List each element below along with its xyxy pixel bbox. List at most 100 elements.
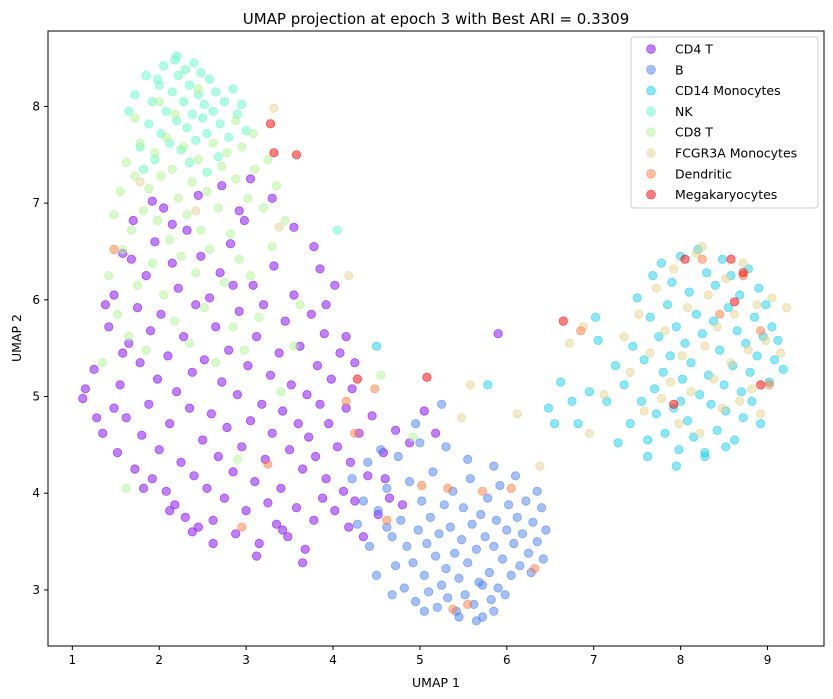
point-cd8-t: [167, 164, 177, 174]
point-fcgr3a-monocytes: [697, 242, 707, 252]
point-fcgr3a-monocytes: [703, 290, 714, 300]
point-fcgr3a-monocytes: [775, 348, 786, 358]
point-b: [489, 461, 499, 471]
point-b: [387, 532, 397, 542]
point-cd4-t: [141, 270, 151, 281]
point-fcgr3a-monocytes: [665, 377, 675, 387]
plot-frame: [47, 30, 825, 647]
point-cd8-t: [232, 454, 242, 464]
x-tick-label: 5: [416, 653, 424, 667]
point-cd14-monocytes: [654, 331, 664, 342]
point-nk: [191, 135, 201, 145]
point-b: [471, 616, 481, 626]
point-cd4-t: [289, 290, 299, 300]
point-nk: [219, 97, 229, 107]
point-fcgr3a-monocytes: [656, 393, 667, 404]
point-cd14-monocytes: [680, 338, 690, 348]
series-cd8-t: [98, 84, 418, 493]
point-cd8-t: [217, 161, 227, 171]
point-cd14-monocytes: [665, 351, 675, 361]
point-nk: [228, 84, 238, 94]
point-cd14-monocytes: [700, 451, 710, 462]
point-b: [396, 515, 406, 525]
legend-label: CD8 T: [675, 125, 713, 140]
point-cd4-t: [309, 515, 319, 525]
point-fcgr3a-monocytes: [712, 322, 722, 332]
point-b: [450, 548, 460, 558]
point-cd14-monocytes: [738, 413, 748, 423]
point-cd4-t: [180, 512, 190, 523]
point-dendritic: [697, 254, 707, 264]
point-b: [436, 399, 447, 409]
point-cd4-t: [341, 331, 351, 342]
point-nk: [224, 132, 234, 142]
point-megakaryocytes: [729, 297, 740, 307]
point-cd4-t: [112, 447, 123, 458]
point-cd8-t: [248, 128, 258, 139]
point-cd8-t: [109, 210, 119, 220]
point-cd4-t: [150, 237, 160, 247]
legend-marker: [646, 106, 656, 117]
point-cd14-monocytes: [710, 280, 721, 290]
point-fcgr3a-monocytes: [135, 177, 145, 187]
point-cd4-t: [277, 406, 288, 416]
point-cd14-monocytes: [684, 287, 694, 297]
point-cd8-t: [191, 268, 201, 278]
point-cd14-monocytes: [749, 312, 760, 322]
y-axis-ticks: 3 4 5 6 7 8: [32, 99, 48, 597]
point-cd4-t: [338, 486, 349, 496]
point-fcgr3a-monocytes: [645, 348, 655, 358]
point-b: [471, 544, 481, 554]
point-cd4-t: [263, 498, 273, 508]
point-cd4-t: [126, 254, 136, 264]
point-cd4-t: [213, 451, 223, 462]
point-dendritic: [463, 599, 473, 610]
point-fcgr3a-monocytes: [669, 264, 679, 274]
point-nk: [198, 113, 208, 123]
point-nk: [187, 109, 197, 119]
point-cd4-t: [315, 399, 325, 409]
point-cd4-t: [384, 493, 395, 503]
point-cd14-monocytes: [712, 425, 722, 435]
series-megakaryocytes: [265, 119, 766, 409]
point-cd14-monocytes: [371, 341, 382, 351]
point-cd4-t: [217, 377, 227, 387]
point-cd4-t: [250, 476, 260, 487]
point-dendritic: [764, 380, 774, 390]
scatter-points: [78, 51, 792, 626]
point-b: [417, 496, 427, 506]
point-cd4-t: [78, 393, 88, 404]
point-cd8-t: [165, 235, 175, 245]
point-nk: [144, 119, 154, 129]
point-cd4-t: [208, 538, 218, 549]
point-cd4-t: [315, 264, 325, 274]
point-fcgr3a-monocytes: [700, 341, 710, 351]
point-cd8-t: [271, 181, 282, 191]
point-cd4-t: [330, 280, 340, 290]
point-megakaryocytes: [680, 254, 690, 264]
point-b: [465, 474, 475, 484]
point-cd4-t: [172, 387, 182, 397]
point-cd4-t: [319, 329, 329, 339]
point-b: [402, 541, 412, 552]
point-cd4-t: [326, 374, 336, 384]
point-cd4-t: [92, 413, 102, 423]
point-b: [528, 517, 538, 527]
series-dendritic: [109, 244, 774, 614]
point-megakaryocytes: [291, 150, 302, 160]
point-cd14-monocytes: [593, 335, 603, 345]
point-b: [445, 522, 455, 532]
point-b: [441, 563, 451, 574]
point-b: [422, 538, 432, 549]
point-b: [376, 445, 386, 455]
point-b: [509, 538, 519, 549]
point-cd14-monocytes: [715, 345, 725, 355]
point-fcgr3a-monocytes: [691, 248, 701, 258]
point-nk: [152, 74, 163, 84]
point-cd4-t: [167, 258, 177, 268]
point-cd8-t: [228, 322, 238, 332]
point-b: [404, 476, 415, 487]
point-cd8-t: [152, 215, 163, 226]
point-cd4-t: [330, 505, 340, 516]
